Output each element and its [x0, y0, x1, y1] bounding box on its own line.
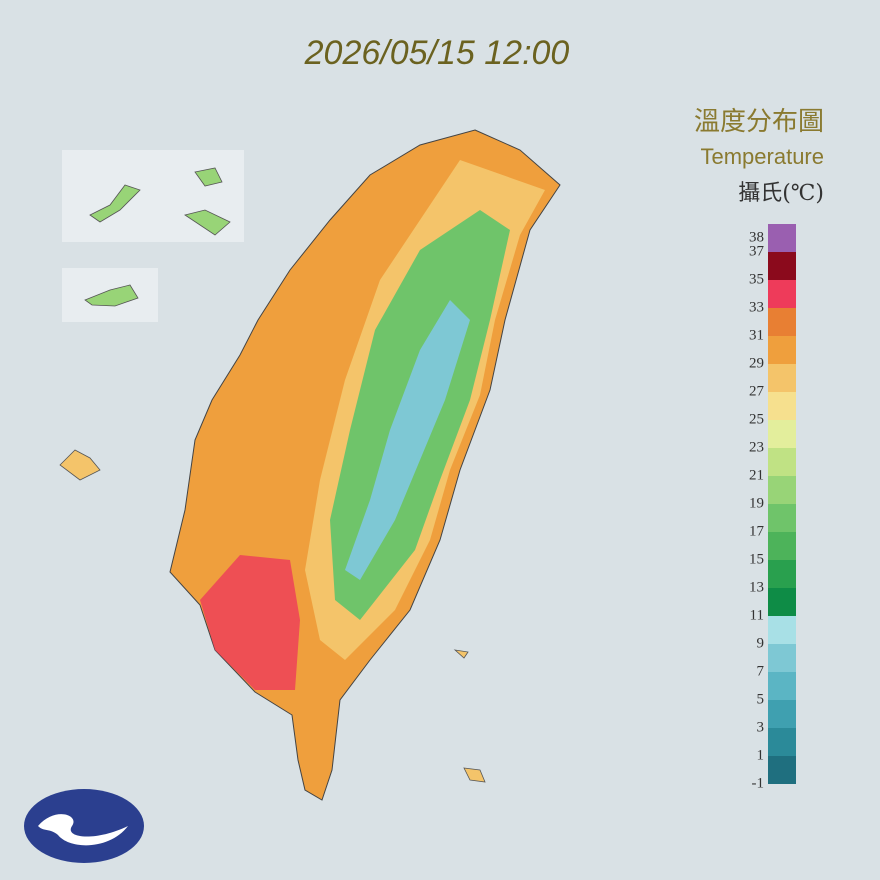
legend-swatch [768, 700, 796, 728]
legend-swatch [768, 420, 796, 448]
legend-swatch [768, 280, 796, 308]
legend-title: 溫度分布圖 [694, 107, 824, 137]
legend-swatch [768, 728, 796, 756]
island [453, 649, 469, 659]
legend-label: 7 [757, 663, 765, 679]
legend-label: 38 [749, 229, 764, 245]
legend-subtitle: Temperature [700, 144, 824, 169]
legend-swatch [768, 504, 796, 532]
legend-label: 5 [757, 691, 765, 707]
legend-label: -1 [752, 775, 765, 791]
legend-label: 21 [749, 467, 764, 483]
map-title: 2026/05/15 12:00 [304, 34, 570, 72]
legend-swatch [768, 616, 796, 644]
island [84, 284, 139, 307]
logo-swirl [38, 814, 128, 846]
legend-label: 17 [749, 523, 765, 539]
mountain-zone [345, 300, 470, 580]
legend-label: 15 [749, 551, 764, 567]
legend-swatch [768, 336, 796, 364]
legend-label: 11 [750, 607, 764, 623]
legend-label: 33 [749, 299, 764, 315]
legend-label: 9 [757, 635, 765, 651]
legend-label: 31 [749, 327, 764, 343]
island [194, 167, 223, 187]
legend-label: 25 [749, 411, 764, 427]
hot-zone [200, 555, 300, 690]
legend-swatch [768, 644, 796, 672]
legend-swatch [768, 560, 796, 588]
island [59, 449, 101, 481]
legend-swatch [768, 476, 796, 504]
legend-label: 37 [749, 243, 765, 259]
legend-label: 35 [749, 271, 764, 287]
legend-swatch [768, 224, 796, 252]
legend-label: 3 [757, 719, 765, 735]
legend-swatch [768, 448, 796, 476]
legend-label: 27 [749, 383, 765, 399]
legend-label: 29 [749, 355, 764, 371]
legend-swatch [768, 252, 796, 280]
logo [24, 789, 144, 863]
island [89, 184, 141, 223]
legend-label: 1 [757, 747, 765, 763]
legend-swatch [768, 672, 796, 700]
legend-swatch [768, 756, 796, 784]
legend-swatch [768, 532, 796, 560]
legend-swatch [768, 364, 796, 392]
legend-label: 23 [749, 439, 764, 455]
legend-swatch [768, 308, 796, 336]
legend-swatch [768, 588, 796, 616]
island [463, 767, 486, 783]
legend-label: 19 [749, 495, 764, 511]
legend-unit: 攝氏(℃) [738, 181, 824, 206]
legend-label: 13 [749, 579, 764, 595]
legend-swatch [768, 392, 796, 420]
island [184, 209, 231, 236]
